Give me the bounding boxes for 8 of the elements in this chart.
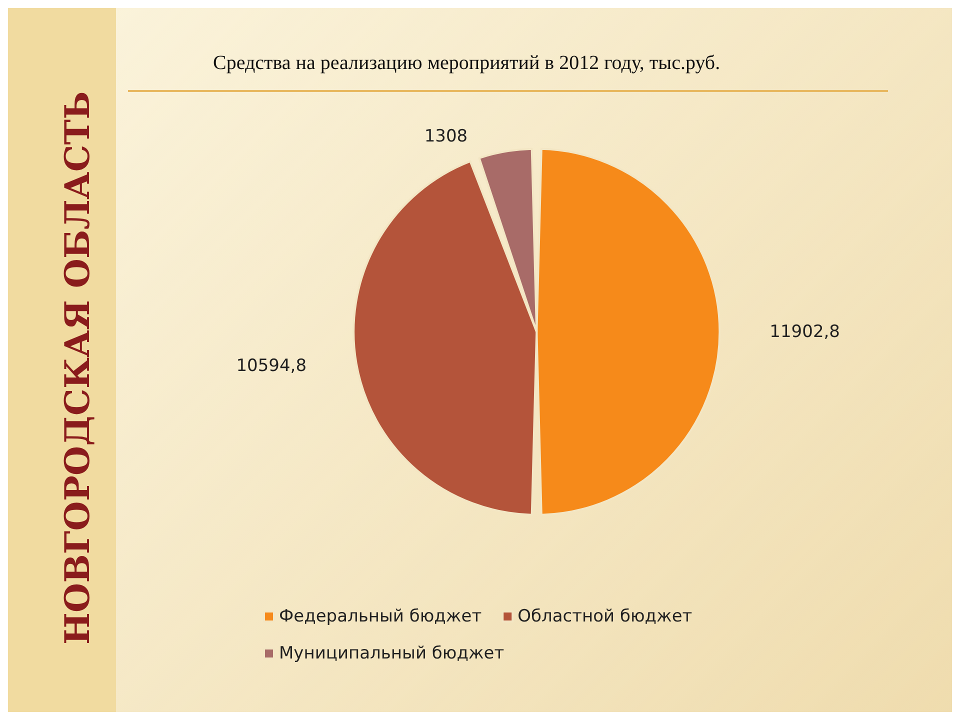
legend-label: Областной бюджет	[518, 606, 692, 626]
data-label: 11902,8	[770, 322, 840, 342]
legend-label: Муниципальный бюджет	[279, 644, 504, 664]
legend-label: Федеральный бюджет	[279, 606, 482, 626]
data-label: 10594,8	[236, 356, 307, 376]
data-label: 1308	[424, 126, 468, 147]
chart-title: Средства на реализацию мероприятий в 2012 году, тыс.руб.	[213, 52, 720, 74]
text: НОВГОРОДСКАЯ ОБЛАСТЬ	[58, 91, 98, 645]
